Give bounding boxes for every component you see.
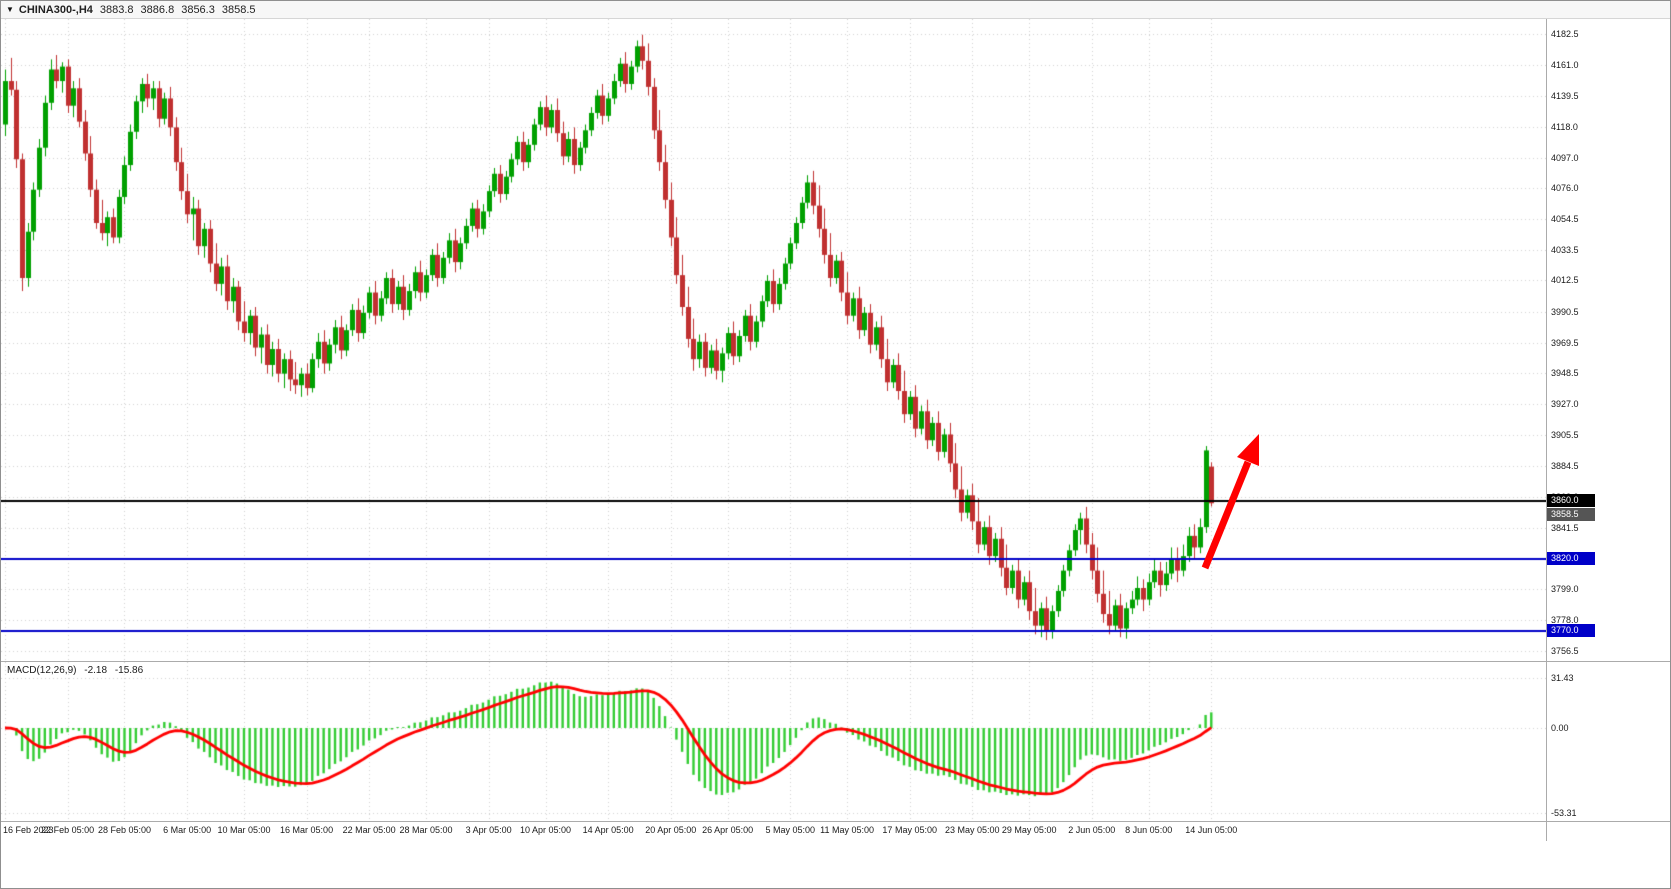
price-axis-tick: 3820.0 xyxy=(1551,554,1579,565)
price-axis-tick: 4076.0 xyxy=(1551,183,1579,194)
price-axis-tick: 3969.5 xyxy=(1551,337,1579,348)
price-axis-tick: 3990.5 xyxy=(1551,307,1579,318)
quote-open: 3883.8 xyxy=(99,3,134,16)
time-axis-label: 11 May 05:00 xyxy=(820,825,875,835)
quote-low: 3856.3 xyxy=(181,3,215,16)
time-axis-label: 10 Apr 05:00 xyxy=(520,825,572,835)
time-axis-label: 8 Jun 05:00 xyxy=(1125,825,1173,835)
time-axis-label: 14 Jun 05:00 xyxy=(1185,825,1238,835)
time-axis-label: 16 Mar 05:00 xyxy=(280,825,334,835)
quote-close: 3858.5 xyxy=(221,3,256,16)
symbol-info-bar[interactable]: ▼ CHINA300-,H4 3883.8 3886.8 3856.3 3858… xyxy=(1,1,1670,19)
time-axis-label: 26 Apr 05:00 xyxy=(702,825,754,835)
price-axis-tick: 3927.0 xyxy=(1551,399,1579,410)
time-axis-label: 22 Feb 05:00 xyxy=(41,825,95,835)
symbol-dropdown-icon[interactable]: ▼ xyxy=(6,5,14,14)
price-axis-tick: 3756.5 xyxy=(1551,646,1579,656)
panel-separator[interactable] xyxy=(1,661,1670,662)
price-line-tag-3770.0[interactable]: 3770.0 xyxy=(1547,624,1595,638)
time-axis-label: 28 Mar 05:00 xyxy=(399,825,453,835)
price-axis-tick: 3778.0 xyxy=(1551,614,1579,625)
price-axis-tick: 3948.5 xyxy=(1551,367,1579,378)
time-axis-label: 29 May 05:00 xyxy=(1001,825,1057,835)
macd-name: MACD(12,26,9) xyxy=(7,665,77,676)
price-axis-tick: 4097.0 xyxy=(1551,152,1579,163)
time-axis-label: 28 Feb 05:00 xyxy=(97,825,152,835)
price-axis-tick: 4054.5 xyxy=(1551,214,1579,225)
macd-value-main: -2.18 xyxy=(84,665,108,676)
time-axis-label: 10 Mar 05:00 xyxy=(217,825,271,835)
time-axis-label: 17 May 05:00 xyxy=(882,825,937,835)
macd-axis-tick: -53.31 xyxy=(1551,808,1577,819)
time-axis-label: 5 May 05:00 xyxy=(765,825,815,835)
macd-axis-tick: 0.00 xyxy=(1551,723,1569,733)
price-axis-tick: 4033.5 xyxy=(1551,244,1579,255)
time-axis-label: 6 Mar 05:00 xyxy=(163,825,212,835)
time-axis-label: 16 Feb 2023 xyxy=(3,825,54,835)
time-axis-separator xyxy=(1,821,1670,822)
price-axis-tick: 4012.5 xyxy=(1551,275,1579,286)
price-axis-tick: 3905.5 xyxy=(1551,430,1579,441)
price-axis-tick: 3841.5 xyxy=(1551,522,1579,533)
time-axis-label: 20 Apr 05:00 xyxy=(645,825,697,835)
price-line-tag-3820.0[interactable]: 3820.0 xyxy=(1547,552,1595,566)
macd-indicator-label: MACD(12,26,9) -2.18 -15.86 xyxy=(7,665,148,676)
price-axis-separator xyxy=(1546,19,1547,841)
time-axis-label: 22 Mar 05:00 xyxy=(342,825,396,835)
price-axis-tick: 4139.5 xyxy=(1551,91,1579,102)
macd-axis-tick: 31.43 xyxy=(1551,672,1574,683)
price-axis-tick: 3799.0 xyxy=(1551,584,1579,595)
time-axis-label: 23 May 05:00 xyxy=(945,825,1000,835)
time-axis-label: 3 Apr 05:00 xyxy=(465,825,512,835)
price-line-tag-3860.0[interactable]: 3860.0 xyxy=(1547,494,1595,508)
symbol-name: CHINA300-,H4 xyxy=(18,3,93,16)
macd-value-signal: -15.86 xyxy=(114,665,144,676)
price-axis-tick: 4118.0 xyxy=(1551,122,1578,133)
price-axis-tick: 4161.0 xyxy=(1551,60,1579,71)
price-axis-tick: 3884.5 xyxy=(1551,460,1579,471)
price-axis-tick: 3863.0 xyxy=(1551,491,1579,502)
quote-high: 3886.8 xyxy=(140,3,175,16)
macd-panel-canvas[interactable] xyxy=(1,662,1546,821)
current-price-tag: 3858.5 xyxy=(1547,508,1595,522)
time-axis-label: 14 Apr 05:00 xyxy=(582,825,634,835)
price-axis-tick: 4182.5 xyxy=(1551,29,1579,39)
time-axis-label: 2 Jun 05:00 xyxy=(1068,825,1116,835)
price-chart-canvas[interactable] xyxy=(1,19,1546,661)
